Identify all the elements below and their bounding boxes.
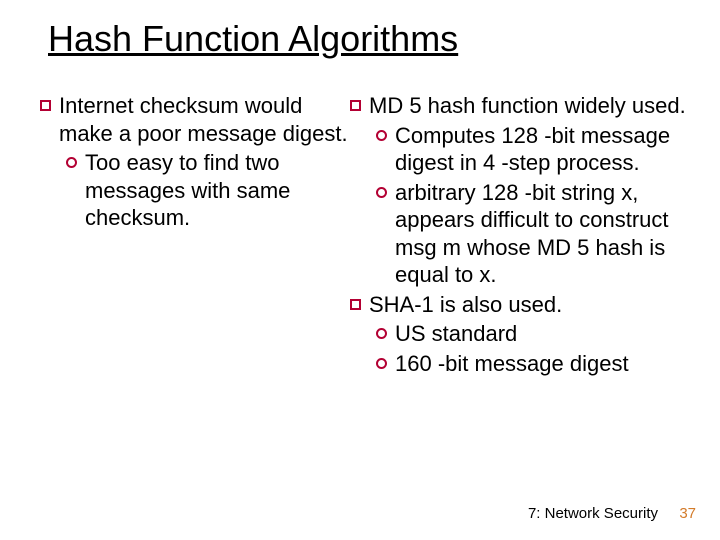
list-item: 160 -bit message digest xyxy=(376,350,690,378)
circle-bullet-icon xyxy=(376,328,387,339)
circle-bullet-icon xyxy=(376,187,387,198)
square-bullet-icon xyxy=(350,299,361,310)
square-bullet-icon xyxy=(40,100,51,111)
circle-bullet-icon xyxy=(376,130,387,141)
footer-chapter: 7: Network Security xyxy=(528,505,658,522)
circle-bullet-icon xyxy=(66,157,77,168)
list-item: Too easy to find two messages with same … xyxy=(66,149,350,232)
list-item: US standard xyxy=(376,320,690,348)
slide: Hash Function Algorithms Internet checks… xyxy=(0,0,720,540)
list-item: SHA-1 is also used. xyxy=(350,291,690,319)
slide-title: Hash Function Algorithms xyxy=(48,18,458,60)
bullet-text: MD 5 hash function widely used. xyxy=(369,92,686,120)
sublist: Too easy to find two messages with same … xyxy=(66,149,350,234)
bullet-text: Internet checksum would make a poor mess… xyxy=(59,92,350,147)
list-item: arbitrary 128 -bit string x, appears dif… xyxy=(376,179,690,289)
sublist: US standard 160 -bit message digest xyxy=(376,320,690,379)
list-item: Internet checksum would make a poor mess… xyxy=(40,92,350,147)
circle-bullet-icon xyxy=(376,358,387,369)
list-item: Computes 128 -bit message digest in 4 -s… xyxy=(376,122,690,177)
footer-page-number: 37 xyxy=(679,505,696,522)
bullet-text: Too easy to find two messages with same … xyxy=(85,149,350,232)
left-column: Internet checksum would make a poor mess… xyxy=(40,92,350,379)
bullet-text: SHA-1 is also used. xyxy=(369,291,562,319)
bullet-text: US standard xyxy=(395,320,517,348)
list-item: MD 5 hash function widely used. xyxy=(350,92,690,120)
columns: Internet checksum would make a poor mess… xyxy=(40,92,690,379)
bullet-text: arbitrary 128 -bit string x, appears dif… xyxy=(395,179,690,289)
bullet-text: Computes 128 -bit message digest in 4 -s… xyxy=(395,122,690,177)
bullet-text: 160 -bit message digest xyxy=(395,350,629,378)
square-bullet-icon xyxy=(350,100,361,111)
sublist: Computes 128 -bit message digest in 4 -s… xyxy=(376,122,690,291)
right-column: MD 5 hash function widely used. Computes… xyxy=(350,92,690,379)
